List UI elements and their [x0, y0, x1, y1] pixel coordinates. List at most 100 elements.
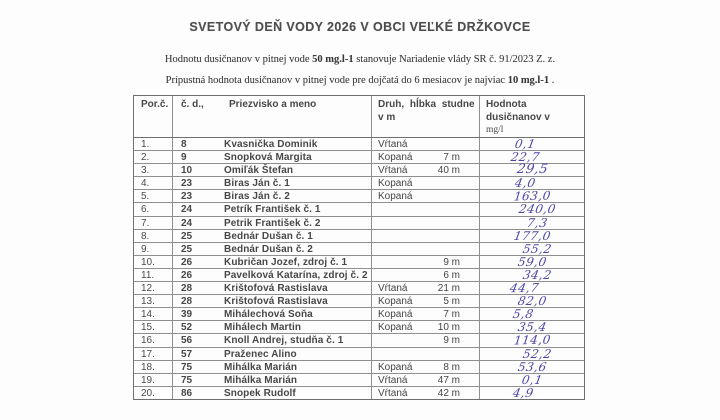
cell-order-number: 18. — [134, 360, 173, 373]
person-name: Pavelková Katarína, zdroj č. 2 — [224, 269, 368, 281]
cell-house-and-name: 23 Biras Ján č. 1 — [173, 177, 372, 190]
handwritten-nitrate-value: 4,0 — [513, 176, 537, 191]
person-name: Mihálech Martin — [224, 322, 302, 334]
well-type: Kopaná — [378, 309, 413, 321]
regulation-line-2-pre: Prípustná hodnota dusičnanov v pitnej vo… — [165, 75, 508, 86]
order-number: 10. — [141, 256, 155, 268]
order-number: 13. — [141, 296, 155, 308]
cell-well-type-depth — [372, 242, 480, 255]
regulation-line-2-limit: 10 mg.l-1 — [507, 75, 550, 86]
cell-nitrate-value: 44,7 — [480, 281, 584, 295]
well-type: Kopaná — [378, 178, 413, 190]
cell-nitrate-value: 5,8 — [480, 307, 584, 322]
handwritten-nitrate-value: 29,5 — [515, 162, 549, 178]
person-name: Mihálechová Soňa — [224, 309, 313, 321]
person-name: Bednár Dušan č. 1 — [224, 230, 313, 242]
cell-house-and-name: 25 Bednár Dušan č. 2 — [173, 242, 372, 255]
house-number: 9 — [181, 152, 187, 164]
handwritten-nitrate-value: 5,8 — [511, 307, 535, 322]
cell-nitrate-value: 0,1 — [480, 137, 584, 151]
cell-order-number: 8. — [134, 229, 173, 242]
order-number: 18. — [141, 361, 155, 373]
house-number: 23 — [181, 178, 193, 190]
header-value-line1: Hodnota — [486, 99, 527, 110]
handwritten-nitrate-value: 82,0 — [516, 294, 548, 309]
cell-well-type-depth — [372, 229, 480, 242]
handwritten-nitrate-value: 0,1 — [513, 137, 537, 151]
cell-order-number: 13. — [134, 295, 173, 308]
cell-nitrate-value: 0,1 — [480, 372, 584, 387]
well-depth: 6 m — [443, 269, 460, 281]
page-title: SVETOVÝ DEŇ VODY 2026 V OBCI VEĽKÉ DRŽKO… — [189, 20, 531, 34]
well-type: Kopaná — [378, 361, 413, 373]
table-row: 19. 75 Mihálka Marián Vŕtaná 47 m 0,1 — [134, 372, 584, 387]
cell-house-and-name: 57 Praženec Alino — [173, 347, 372, 360]
well-depth: 9 m — [443, 256, 460, 268]
header-house-and-name: č. d., Priezvisko a meno — [173, 96, 372, 137]
order-number: 4. — [141, 178, 150, 190]
person-name: Snopková Margita — [224, 152, 312, 164]
handwritten-nitrate-value: 7,3 — [525, 215, 549, 230]
order-number: 1. — [141, 139, 150, 150]
table-row: 12. 28 Krištofová Rastislava Vŕtaná 21 m… — [134, 281, 584, 295]
cell-order-number: 19. — [134, 373, 173, 386]
order-number: 5. — [141, 191, 150, 203]
handwritten-nitrate-value: 163,0 — [512, 188, 552, 204]
handwritten-nitrate-value: 53,6 — [516, 359, 548, 374]
person-name: Mihálka Marián — [224, 361, 298, 373]
well-type: Kopaná — [378, 152, 413, 164]
person-name: Bednár Dušan č. 2 — [224, 243, 313, 255]
well-type: Vŕtaná — [378, 283, 408, 295]
cell-nitrate-value: 163,0 — [480, 188, 584, 204]
cell-nitrate-value: 35,4 — [480, 320, 584, 334]
table-header-row: Por.č. č. d., Priezvisko a meno Druh, hĺ… — [134, 96, 584, 138]
cell-house-and-name: 8 Kvasnička Dominik — [173, 138, 372, 151]
person-name: Biras Ján č. 1 — [224, 178, 290, 190]
house-number: 52 — [181, 322, 193, 334]
well-type: Vŕtaná — [378, 374, 408, 386]
cell-nitrate-value: 240,0 — [480, 202, 584, 216]
well-type: Vŕtaná — [378, 165, 408, 177]
order-number: 6. — [141, 204, 150, 216]
order-number: 2. — [141, 152, 150, 164]
cell-nitrate-value: 29,5 — [480, 162, 584, 178]
regulation-line-1: Hodnotu dusičnanov v pitnej vode 50 mg.l… — [0, 54, 720, 65]
person-name: Biras Ján č. 2 — [224, 191, 290, 203]
cell-house-and-name: 25 Bednár Dušan č. 1 — [173, 229, 372, 242]
person-name: Petrík František č. 1 — [224, 204, 321, 216]
handwritten-nitrate-value: 34,2 — [521, 267, 553, 282]
handwritten-nitrate-value: 0,1 — [520, 372, 544, 387]
cell-order-number: 11. — [134, 268, 173, 282]
cell-well-type-depth: Vŕtaná 21 m — [372, 282, 480, 295]
cell-well-type-depth: Kopaná 10 m — [372, 321, 480, 334]
cell-well-type-depth: Vŕtaná 47 m — [372, 373, 480, 386]
cell-nitrate-value: 4,0 — [480, 176, 584, 191]
cell-nitrate-value: 177,0 — [480, 228, 584, 243]
cell-order-number: 15. — [134, 321, 173, 334]
handwritten-nitrate-value: 177,0 — [512, 228, 552, 243]
house-number: 39 — [181, 309, 193, 321]
handwritten-nitrate-value: 59,0 — [516, 254, 548, 269]
table-row: 11. 26 Pavelková Katarína, zdroj č. 2 6 … — [134, 267, 584, 283]
cell-well-type-depth: Kopaná 7 m — [372, 308, 480, 321]
cell-well-type-depth: 9 m — [372, 334, 480, 347]
person-name: Petrik František č. 2 — [224, 217, 321, 229]
cell-house-and-name: 26 Pavelková Katarína, zdroj č. 2 — [173, 268, 372, 282]
cell-order-number: 10. — [134, 255, 173, 268]
handwritten-nitrate-value: 4,9 — [511, 385, 535, 400]
cell-well-type-depth — [372, 203, 480, 216]
cell-well-type-depth: Vŕtaná 42 m — [372, 386, 480, 399]
cell-order-number: 14. — [134, 308, 173, 321]
cell-nitrate-value: 59,0 — [480, 254, 584, 269]
house-number: 75 — [181, 361, 193, 373]
table-row: 6. 24 Petrík František č. 1 240,0 — [134, 202, 584, 217]
cell-well-type-depth: 6 m — [372, 268, 480, 282]
cell-nitrate-value: 4,9 — [480, 385, 584, 400]
cell-order-number: 2. — [134, 151, 173, 164]
table-row: 7. 24 Petrik František č. 2 7,3 — [134, 215, 584, 230]
person-name: Kubričan Jozef, zdroj č. 1 — [224, 256, 348, 268]
well-depth: 47 m — [437, 374, 460, 386]
cell-nitrate-value: 7,3 — [480, 215, 584, 230]
well-type: Kopaná — [378, 191, 413, 203]
order-number: 16. — [141, 335, 155, 347]
